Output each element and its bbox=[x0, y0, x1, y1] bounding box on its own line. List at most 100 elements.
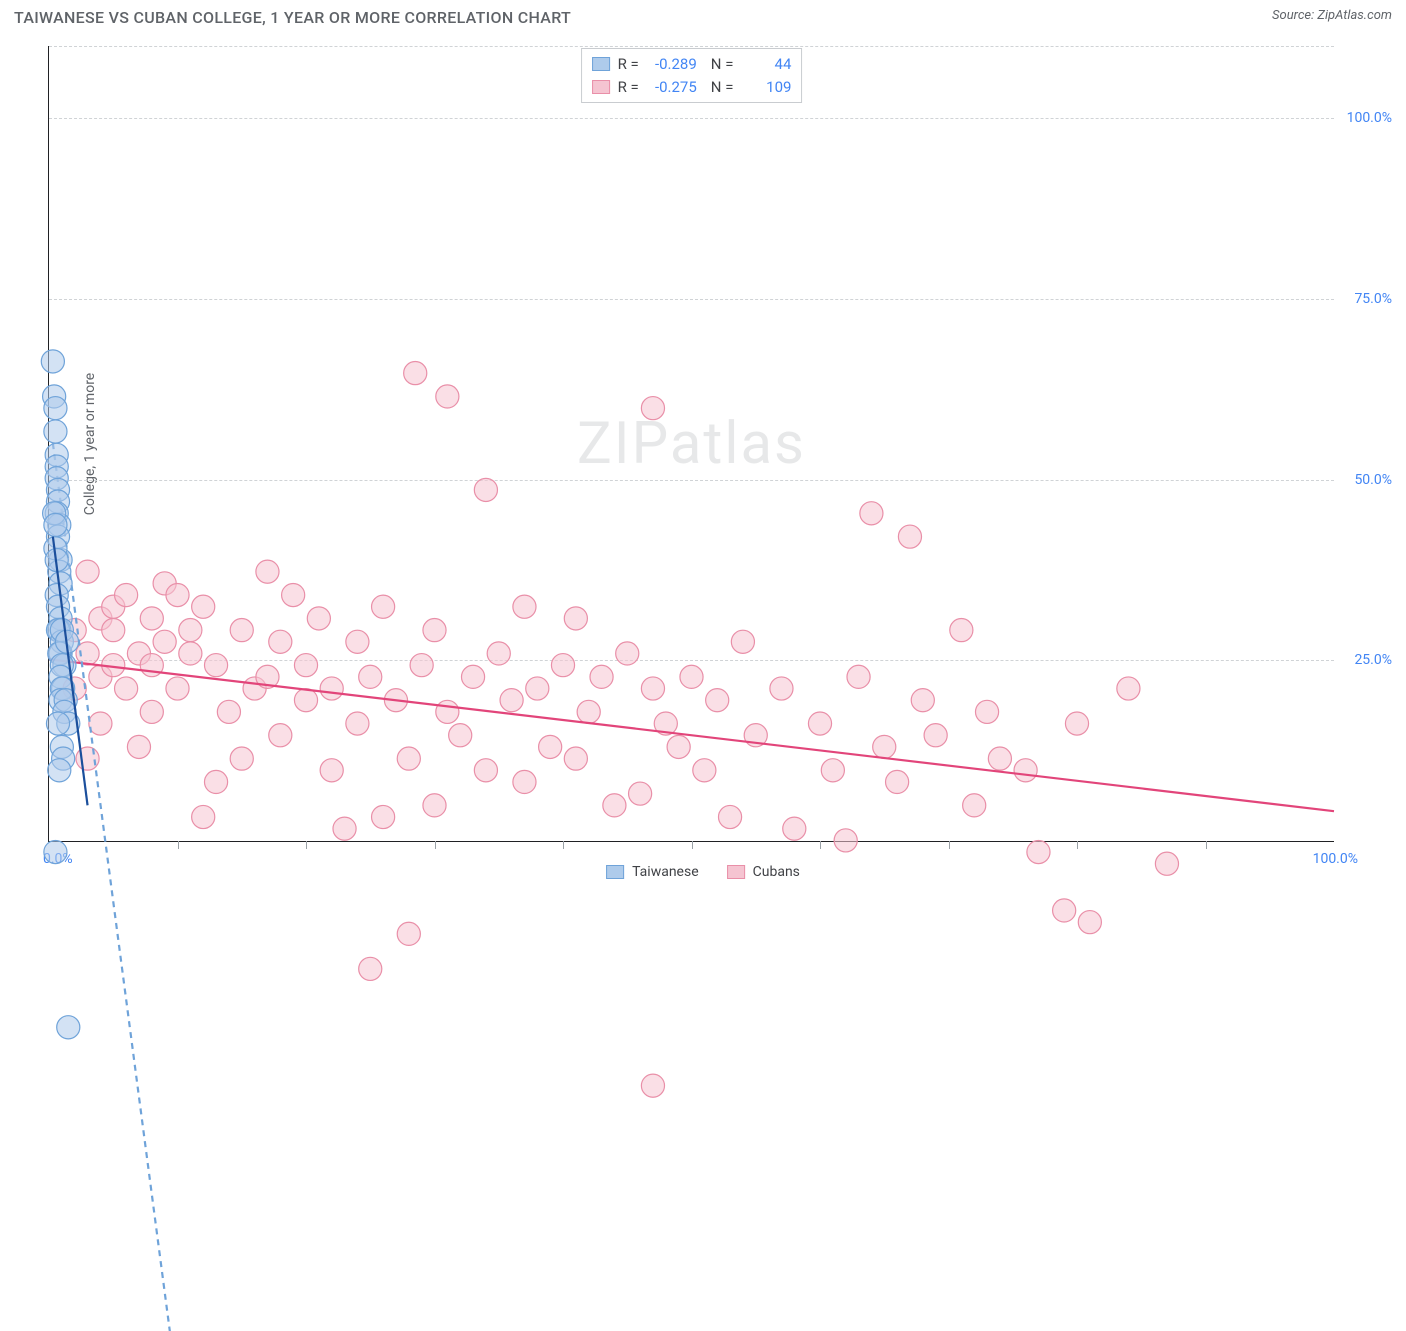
legend-item-taiwanese: Taiwanese bbox=[606, 864, 699, 880]
point-cubans bbox=[192, 595, 215, 618]
point-cubans bbox=[230, 747, 253, 770]
point-cubans bbox=[269, 724, 292, 747]
swatch-cubans bbox=[592, 80, 610, 94]
legend-label-taiwanese: Taiwanese bbox=[632, 864, 699, 880]
point-cubans bbox=[89, 712, 112, 735]
point-cubans bbox=[539, 735, 562, 758]
point-cubans bbox=[590, 665, 613, 688]
point-taiwanese bbox=[48, 759, 71, 782]
point-taiwanese bbox=[41, 350, 64, 373]
point-cubans bbox=[307, 607, 330, 630]
point-cubans bbox=[860, 502, 883, 525]
point-cubans bbox=[834, 829, 857, 852]
point-taiwanese bbox=[46, 712, 69, 735]
point-cubans bbox=[847, 665, 870, 688]
point-cubans bbox=[988, 747, 1011, 770]
point-cubans bbox=[641, 677, 664, 700]
point-cubans bbox=[706, 689, 729, 712]
point-cubans bbox=[140, 607, 163, 630]
point-cubans bbox=[204, 770, 227, 793]
point-cubans bbox=[1065, 712, 1088, 735]
point-cubans bbox=[886, 770, 909, 793]
point-cubans bbox=[230, 619, 253, 642]
point-cubans bbox=[873, 735, 896, 758]
point-cubans bbox=[192, 805, 215, 828]
point-cubans bbox=[282, 583, 305, 606]
legend-label-cubans: Cubans bbox=[753, 864, 800, 880]
point-cubans bbox=[115, 583, 138, 606]
point-cubans bbox=[397, 747, 420, 770]
stats-row-cubans: R = -0.275 N = 109 bbox=[592, 76, 792, 99]
point-cubans bbox=[924, 724, 947, 747]
point-cubans bbox=[551, 654, 574, 677]
point-cubans bbox=[372, 595, 395, 618]
point-cubans bbox=[217, 700, 240, 723]
swatch-taiwanese bbox=[606, 865, 624, 879]
point-cubans bbox=[269, 630, 292, 653]
point-cubans bbox=[641, 1074, 664, 1097]
point-cubans bbox=[204, 654, 227, 677]
point-cubans bbox=[359, 665, 382, 688]
source-label: Source: ZipAtlas.com bbox=[1272, 8, 1392, 23]
point-cubans bbox=[449, 724, 472, 747]
point-cubans bbox=[294, 689, 317, 712]
point-cubans bbox=[474, 478, 497, 501]
point-cubans bbox=[474, 759, 497, 782]
point-cubans bbox=[500, 689, 523, 712]
point-cubans bbox=[333, 817, 356, 840]
point-cubans bbox=[153, 630, 176, 653]
stat-R-cubans: -0.275 bbox=[647, 76, 697, 99]
point-cubans bbox=[76, 560, 99, 583]
point-cubans bbox=[166, 677, 189, 700]
point-cubans bbox=[102, 619, 125, 642]
point-cubans bbox=[372, 805, 395, 828]
point-cubans bbox=[770, 677, 793, 700]
point-cubans bbox=[808, 712, 831, 735]
point-cubans bbox=[564, 607, 587, 630]
point-cubans bbox=[1117, 677, 1140, 700]
point-cubans bbox=[731, 630, 754, 653]
point-cubans bbox=[166, 583, 189, 606]
point-cubans bbox=[1014, 759, 1037, 782]
point-cubans bbox=[404, 362, 427, 385]
point-cubans bbox=[1078, 911, 1101, 934]
bottom-legend: Taiwanese Cubans bbox=[606, 864, 800, 880]
point-taiwanese bbox=[44, 397, 67, 420]
stat-N-label: N = bbox=[711, 53, 734, 76]
point-cubans bbox=[821, 759, 844, 782]
point-cubans bbox=[718, 805, 741, 828]
point-taiwanese bbox=[57, 1016, 80, 1039]
point-cubans bbox=[526, 677, 549, 700]
point-cubans bbox=[680, 665, 703, 688]
stat-N-taiwanese: 44 bbox=[741, 53, 791, 76]
point-taiwanese bbox=[44, 513, 67, 536]
point-cubans bbox=[950, 619, 973, 642]
point-cubans bbox=[577, 700, 600, 723]
point-cubans bbox=[693, 759, 716, 782]
y-tick-label: 25.0% bbox=[1354, 652, 1392, 668]
point-cubans bbox=[783, 817, 806, 840]
point-cubans bbox=[320, 759, 343, 782]
point-cubans bbox=[513, 770, 536, 793]
plot-svg bbox=[49, 46, 1334, 1331]
point-cubans bbox=[179, 619, 202, 642]
point-cubans bbox=[513, 595, 536, 618]
point-taiwanese bbox=[44, 840, 67, 863]
y-tick-label: 50.0% bbox=[1354, 472, 1392, 488]
point-cubans bbox=[603, 794, 626, 817]
swatch-cubans bbox=[727, 865, 745, 879]
y-tick-label: 100.0% bbox=[1347, 110, 1392, 126]
point-cubans bbox=[436, 385, 459, 408]
point-cubans bbox=[564, 747, 587, 770]
point-cubans bbox=[1053, 899, 1076, 922]
point-taiwanese bbox=[44, 420, 67, 443]
stat-R-label: R = bbox=[618, 76, 639, 99]
point-cubans bbox=[911, 689, 934, 712]
point-cubans bbox=[1027, 840, 1050, 863]
stats-legend: R = -0.289 N = 44 R = -0.275 N = 109 bbox=[581, 48, 803, 103]
stat-R-taiwanese: -0.289 bbox=[647, 53, 697, 76]
point-cubans bbox=[423, 794, 446, 817]
point-cubans bbox=[397, 922, 420, 945]
point-cubans bbox=[641, 397, 664, 420]
point-cubans bbox=[179, 642, 202, 665]
